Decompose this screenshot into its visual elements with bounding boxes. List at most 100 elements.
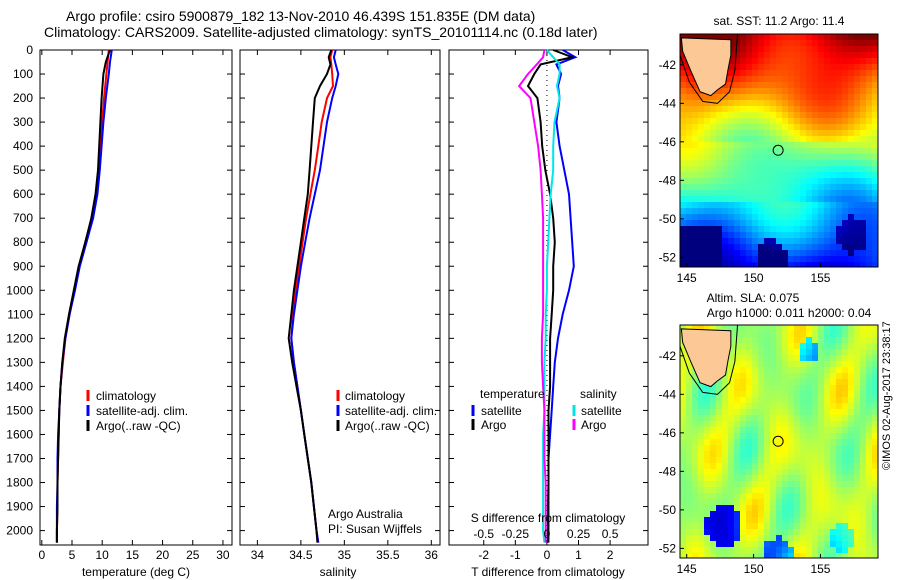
sla-cell bbox=[842, 499, 848, 505]
sla-cell bbox=[758, 481, 764, 487]
sst-cell bbox=[854, 256, 860, 262]
sla-cell bbox=[800, 511, 806, 517]
sst-cell bbox=[836, 136, 842, 142]
sla-cell bbox=[836, 355, 842, 361]
sla-cell bbox=[842, 373, 848, 379]
sla-cell bbox=[824, 505, 830, 511]
sst-cell bbox=[860, 148, 866, 154]
sla-cell bbox=[818, 373, 824, 379]
sla-cell bbox=[848, 343, 854, 349]
t-diff-x-tick-label: 0 bbox=[544, 548, 551, 562]
sla-cell bbox=[710, 541, 716, 547]
sla-cell bbox=[680, 367, 686, 373]
sst-cell bbox=[770, 262, 776, 267]
sla-cell bbox=[734, 373, 740, 379]
sst-cell bbox=[794, 130, 800, 136]
sst-cell bbox=[746, 232, 752, 238]
sst-cell bbox=[680, 262, 686, 267]
sst-cell bbox=[830, 202, 836, 208]
sla-cell bbox=[764, 403, 770, 409]
sla-cell bbox=[848, 547, 854, 553]
sla-cell bbox=[752, 487, 758, 493]
sla-cell bbox=[872, 511, 878, 517]
sla-cell bbox=[872, 505, 878, 511]
sla-cell bbox=[722, 385, 728, 391]
sst-cell bbox=[860, 34, 866, 40]
sla-cell bbox=[818, 523, 824, 529]
sst-cell bbox=[704, 178, 710, 184]
sla-cell bbox=[698, 457, 704, 463]
depth-tick-label: 800 bbox=[13, 235, 33, 249]
sla-cell bbox=[788, 355, 794, 361]
sla-cell bbox=[824, 355, 830, 361]
sla-cell bbox=[842, 367, 848, 373]
sst-cell bbox=[872, 112, 878, 118]
sst-cell bbox=[806, 82, 812, 88]
sst-cell bbox=[770, 64, 776, 70]
sla-cell bbox=[740, 493, 746, 499]
sla-cell bbox=[716, 385, 722, 391]
sla-cell bbox=[830, 421, 836, 427]
sst-cell bbox=[716, 118, 722, 124]
sst-cell bbox=[830, 238, 836, 244]
sst-cell bbox=[818, 52, 824, 58]
sla-cell bbox=[740, 385, 746, 391]
sst-cell bbox=[770, 94, 776, 100]
sla-cell bbox=[812, 409, 818, 415]
sst-cell bbox=[818, 46, 824, 52]
sst-cell bbox=[794, 166, 800, 172]
sst-cell bbox=[788, 34, 794, 40]
sla-cell bbox=[710, 445, 716, 451]
sla-cell bbox=[758, 433, 764, 439]
sla-cell bbox=[710, 469, 716, 475]
sla-cell bbox=[770, 529, 776, 535]
sst-cell bbox=[860, 178, 866, 184]
sst-cell bbox=[818, 64, 824, 70]
sla-cell bbox=[746, 355, 752, 361]
sst-cell bbox=[836, 94, 842, 100]
sla-cell bbox=[740, 451, 746, 457]
sst-cell bbox=[866, 34, 872, 40]
sla-cell bbox=[734, 361, 740, 367]
sla-cell bbox=[800, 397, 806, 403]
sst-cell bbox=[806, 130, 812, 136]
sst-cell bbox=[686, 214, 692, 220]
sla-cell bbox=[854, 337, 860, 343]
sst-cell bbox=[746, 250, 752, 256]
sla-cell bbox=[692, 373, 698, 379]
sst-cell bbox=[794, 52, 800, 58]
sst-cell bbox=[806, 64, 812, 70]
sla-cell bbox=[752, 517, 758, 523]
sla-cell bbox=[686, 391, 692, 397]
sla-cell bbox=[716, 493, 722, 499]
sla-cell bbox=[782, 361, 788, 367]
sst-cell bbox=[704, 226, 710, 232]
sla-cell bbox=[698, 403, 704, 409]
sla-lat-tick-label: -52 bbox=[659, 541, 677, 555]
sla-cell bbox=[866, 421, 872, 427]
sla-cell bbox=[854, 451, 860, 457]
sst-cell bbox=[746, 172, 752, 178]
sst-cell bbox=[746, 148, 752, 154]
sla-cell bbox=[692, 493, 698, 499]
sst-cell bbox=[746, 184, 752, 190]
depth-tick-label: 900 bbox=[13, 259, 33, 273]
sst-cell bbox=[758, 262, 764, 267]
sla-cell bbox=[830, 541, 836, 547]
sla-cell bbox=[830, 343, 836, 349]
sla-cell bbox=[776, 355, 782, 361]
sla-cell bbox=[872, 493, 878, 499]
sst-cell bbox=[824, 64, 830, 70]
sla-cell bbox=[818, 517, 824, 523]
sla-cell bbox=[800, 529, 806, 535]
sst-cell bbox=[734, 136, 740, 142]
sst-cell bbox=[830, 262, 836, 267]
sst-cell bbox=[806, 112, 812, 118]
sst-cell bbox=[722, 220, 728, 226]
sst-cell bbox=[692, 220, 698, 226]
sst-cell bbox=[680, 112, 686, 118]
sst-cell bbox=[800, 202, 806, 208]
sst-cell bbox=[794, 58, 800, 64]
sst-cell bbox=[806, 166, 812, 172]
sst-cell bbox=[722, 202, 728, 208]
